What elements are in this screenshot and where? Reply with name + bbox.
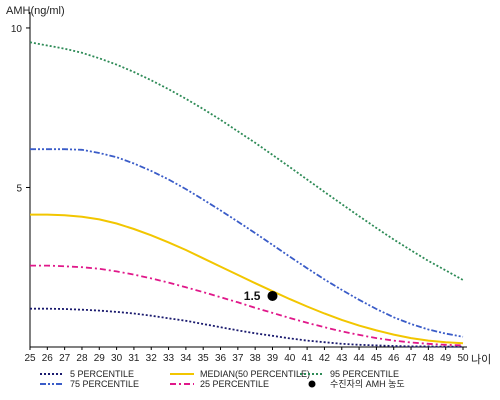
amh-value-label: 1.5 xyxy=(244,289,261,303)
x-tick-label: 48 xyxy=(423,353,435,364)
x-tick-label: 33 xyxy=(163,353,175,364)
x-tick-label: 42 xyxy=(319,353,331,364)
x-tick-label: 28 xyxy=(76,353,88,364)
x-tick-label: 40 xyxy=(284,353,296,364)
series-line-2 xyxy=(30,213,464,345)
x-tick-label: 37 xyxy=(232,353,244,364)
legend: 5 PERCENTILE MEDIAN(50 PERCENTILE) 95 PERC… xyxy=(40,369,405,389)
legend-label: 75 PERCENTILE xyxy=(70,379,139,389)
x-tick-label: 36 xyxy=(215,353,227,364)
series-line-0 xyxy=(30,307,463,348)
x-tick-label: 50 xyxy=(457,353,469,364)
legend-label: 95 PERCENTILE xyxy=(330,369,399,379)
legend-label: 25 PERCENTILE xyxy=(200,379,269,389)
x-tick-label: 34 xyxy=(180,353,192,364)
series-layer xyxy=(29,41,464,348)
x-tick-label: 29 xyxy=(94,353,106,364)
x-tick-label: 44 xyxy=(354,353,366,364)
x-tick-label: 25 xyxy=(24,353,36,364)
x-tick-label: 27 xyxy=(59,353,71,364)
y-axis-title: AMH(ng/ml) xyxy=(6,5,65,17)
x-tick-label: 46 xyxy=(388,353,400,364)
amh-value-point xyxy=(267,290,278,301)
legend-label: 5 PERCENTILE xyxy=(70,369,134,379)
x-tick-label: 43 xyxy=(336,353,348,364)
legend-marker-label: 수진자의 AMH 농도 xyxy=(330,379,405,389)
x-tick-label: 49 xyxy=(440,353,452,364)
x-axis-title: 나이 xyxy=(471,353,491,366)
x-tick-label: 39 xyxy=(267,353,279,364)
x-tick-label: 47 xyxy=(405,353,417,364)
x-tick-label: 41 xyxy=(302,353,314,364)
x-tick-label: 45 xyxy=(371,353,383,364)
x-tick-label: 31 xyxy=(128,353,140,364)
x-tick-label: 26 xyxy=(42,353,54,364)
x-tick-label: 32 xyxy=(146,353,158,364)
y-tick-label: 5 xyxy=(16,183,22,194)
series-line-1 xyxy=(30,264,464,347)
marker-layer: 1.5 xyxy=(244,289,278,303)
series-line-4 xyxy=(29,41,464,281)
series-line-3 xyxy=(30,148,464,338)
x-tick-label: 38 xyxy=(250,353,262,364)
legend-marker-swatch xyxy=(308,380,316,388)
y-tick-label: 10 xyxy=(11,24,23,35)
x-tick-label: 30 xyxy=(111,353,123,364)
legend-label: MEDIAN(50 PERCENTILE) xyxy=(200,369,310,379)
x-tick-label: 35 xyxy=(198,353,210,364)
chart-axes: 5 10 25 26 27 28 29 30 31 32 33 34 35 36 37 38 39 40 41 42 4… xyxy=(6,5,491,366)
